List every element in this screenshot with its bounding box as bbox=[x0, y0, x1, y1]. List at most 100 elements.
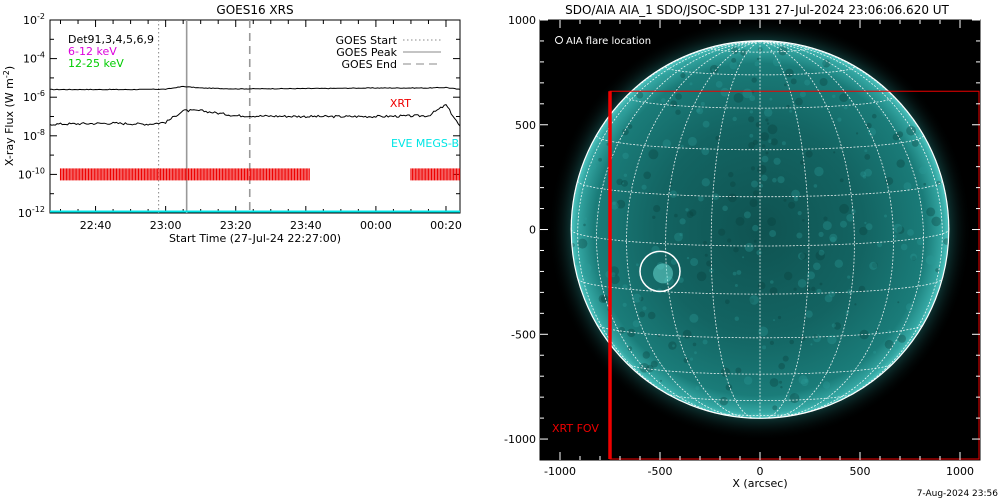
disk-texture-speck bbox=[810, 343, 813, 346]
disk-texture-speck bbox=[864, 168, 872, 177]
disk-texture-speck bbox=[698, 195, 704, 202]
disk-texture-speck bbox=[709, 64, 719, 74]
disk-texture-speck bbox=[646, 364, 654, 373]
disk-texture-speck bbox=[829, 233, 838, 242]
disk-texture-speck bbox=[814, 166, 824, 177]
disk-texture-speck bbox=[819, 282, 823, 286]
disk-texture-speck bbox=[839, 93, 849, 102]
disk-texture-speck bbox=[887, 329, 892, 334]
disk-texture-speck bbox=[601, 295, 609, 303]
disk-texture-speck bbox=[797, 211, 802, 216]
disk-texture-speck bbox=[818, 59, 826, 67]
disk-texture-speck bbox=[796, 232, 803, 239]
goes-x-tick-label: 23:20 bbox=[220, 219, 252, 232]
disk-texture-speck bbox=[846, 66, 849, 69]
disk-texture-speck bbox=[728, 193, 737, 203]
disk-texture-speck bbox=[621, 182, 625, 185]
disk-texture-speck bbox=[744, 242, 754, 252]
disk-texture-speck bbox=[784, 83, 787, 87]
disk-texture-speck bbox=[748, 142, 755, 149]
disk-texture-speck bbox=[903, 182, 912, 191]
disk-texture-speck bbox=[668, 341, 677, 350]
disk-texture-speck bbox=[845, 310, 850, 315]
goes-info-line: 6-12 keV bbox=[68, 45, 117, 58]
disk-texture-speck bbox=[709, 268, 714, 273]
disk-texture-speck bbox=[749, 110, 754, 114]
goes-info-line: 12-25 keV bbox=[68, 57, 124, 70]
disk-texture-speck bbox=[805, 150, 813, 158]
disk-texture-speck bbox=[882, 112, 886, 117]
disk-texture-speck bbox=[715, 81, 723, 88]
aia-tick-labels: -1000 -500 0 500 1000 1000 500 0 -500 -1000 bbox=[504, 14, 980, 478]
disk-texture-speck bbox=[742, 256, 745, 259]
disk-texture-speck bbox=[856, 132, 859, 135]
disk-texture-speck bbox=[896, 159, 905, 168]
disk-texture-speck bbox=[682, 329, 692, 339]
disk-texture-speck bbox=[925, 255, 936, 265]
disk-texture-speck bbox=[641, 184, 647, 190]
disk-texture-speck bbox=[734, 284, 738, 287]
disk-texture-speck bbox=[818, 249, 825, 256]
goes-y-tick-label: 10-4 bbox=[23, 51, 45, 66]
disk-texture-speck bbox=[770, 280, 774, 284]
disk-texture-speck bbox=[800, 160, 805, 165]
disk-texture-speck bbox=[797, 279, 807, 288]
disk-texture-speck bbox=[782, 355, 789, 362]
disk-texture-speck bbox=[732, 116, 737, 122]
disk-texture-speck bbox=[935, 268, 940, 273]
disk-texture-speck bbox=[725, 384, 733, 391]
disk-texture-speck bbox=[696, 108, 701, 113]
disk-texture-speck bbox=[730, 181, 736, 187]
disk-texture-speck bbox=[618, 326, 626, 334]
goes-x-axis-label: Start Time (27-Jul-24 22:27:00) bbox=[169, 232, 341, 245]
disk-texture-speck bbox=[727, 238, 732, 243]
disk-texture-speck bbox=[818, 231, 824, 237]
grid-line bbox=[759, 41, 924, 416]
disk-texture-speck bbox=[827, 334, 837, 345]
goes-legend-label: GOES Peak bbox=[336, 46, 397, 59]
disk-texture-speck bbox=[905, 303, 914, 311]
disk-texture-speck bbox=[828, 395, 836, 403]
disk-texture-speck bbox=[650, 360, 658, 368]
disk-texture-speck bbox=[907, 229, 914, 236]
disk-texture-speck bbox=[823, 216, 828, 221]
disk-texture-speck bbox=[742, 48, 746, 51]
disk-texture-speck bbox=[627, 124, 633, 129]
disk-texture-speck bbox=[735, 217, 745, 226]
disk-texture-speck bbox=[805, 310, 813, 318]
disk-texture-speck bbox=[751, 77, 757, 83]
disk-texture-speck bbox=[773, 319, 775, 322]
disk-texture-speck bbox=[701, 147, 710, 156]
disk-texture-speck bbox=[743, 376, 753, 385]
disk-texture-speck bbox=[676, 87, 679, 90]
disk-texture-speck bbox=[833, 322, 841, 330]
disk-texture-speck bbox=[865, 223, 873, 231]
disk-texture-speck bbox=[702, 120, 710, 128]
disk-texture-speck bbox=[785, 68, 794, 78]
disk-texture-speck bbox=[623, 173, 628, 177]
disk-texture-speck bbox=[689, 357, 694, 361]
disk-texture-speck bbox=[897, 334, 907, 343]
disk-texture-speck bbox=[647, 311, 656, 320]
disk-texture-speck bbox=[791, 189, 800, 199]
disk-texture-speck bbox=[754, 61, 760, 67]
disk-texture-speck bbox=[674, 213, 678, 218]
disk-texture-speck bbox=[684, 61, 688, 65]
grid-line bbox=[570, 229, 950, 247]
disk-texture-speck bbox=[733, 93, 744, 103]
disk-texture-speck bbox=[833, 151, 836, 154]
disk-texture-speck bbox=[711, 68, 715, 72]
disk-texture-speck bbox=[642, 306, 647, 311]
disk-texture-speck bbox=[804, 378, 809, 383]
disk-texture-speck bbox=[862, 174, 867, 179]
disk-texture-speck bbox=[807, 271, 815, 280]
disk-texture-speck bbox=[890, 341, 900, 350]
disk-texture-speck bbox=[864, 149, 868, 153]
disk-texture-speck bbox=[884, 214, 887, 218]
disk-texture-speck bbox=[777, 176, 785, 184]
disk-texture-speck bbox=[770, 138, 778, 146]
disk-texture-speck bbox=[769, 378, 779, 387]
disk-texture-speck bbox=[702, 339, 708, 345]
disk-texture-speck bbox=[772, 405, 778, 411]
